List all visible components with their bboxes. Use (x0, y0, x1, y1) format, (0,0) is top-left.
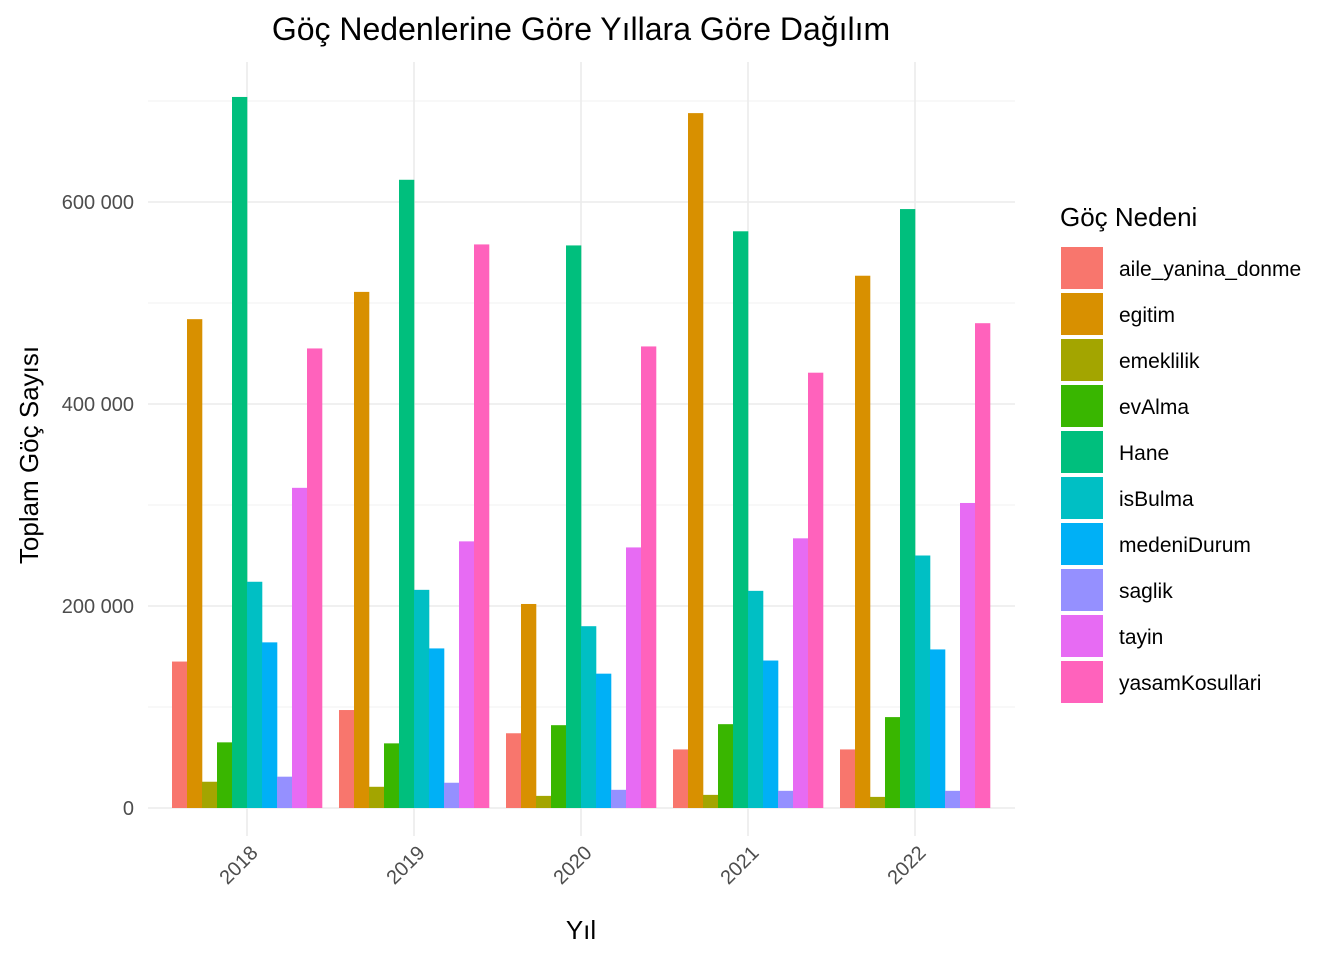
y-axis-ticks: 0 200 000 400 000 600 000 (62, 192, 134, 820)
bar-evAlma-2020 (551, 725, 567, 808)
bar-medeniDurum-2018 (262, 642, 278, 808)
bar-yasamKosullari-2021 (808, 372, 824, 808)
bar-aile_yanina_donme-2018 (172, 661, 188, 808)
bar-Hane-2021 (733, 231, 749, 809)
bar-tayin-2020 (626, 547, 642, 808)
x-tick-label: 2019 (383, 842, 430, 889)
bar-saglik-2020 (611, 789, 627, 808)
legend-key-Hane (1061, 431, 1103, 473)
y-tick-label: 200 000 (62, 596, 134, 618)
bar-tayin-2019 (459, 541, 475, 808)
x-tick-label: 2020 (550, 842, 597, 889)
bar-emeklilik-2020 (536, 795, 552, 808)
bar-Hane-2020 (566, 245, 582, 808)
bar-saglik-2018 (277, 776, 293, 808)
bar-egitim-2021 (688, 113, 704, 809)
x-tick-label: 2021 (717, 842, 764, 889)
bar-Hane-2019 (399, 179, 415, 808)
legend-label: medeniDurum (1119, 534, 1251, 557)
legend-label: isBulma (1119, 488, 1194, 511)
bar-yasamKosullari-2018 (307, 348, 323, 808)
bar-saglik-2019 (444, 782, 460, 808)
bar-emeklilik-2022 (870, 796, 886, 808)
x-axis-title: Yıl (566, 915, 596, 945)
bar-aile_yanina_donme-2019 (339, 710, 355, 808)
legend-key-yasamKosullari (1061, 661, 1103, 703)
legend-key-evAlma (1061, 385, 1103, 427)
bar-isBulma-2019 (414, 589, 430, 808)
bar-yasamKosullari-2020 (641, 346, 657, 808)
y-tick-label: 400 000 (62, 394, 134, 416)
bar-egitim-2020 (521, 603, 537, 808)
bar-evAlma-2021 (718, 724, 734, 808)
bar-tayin-2018 (292, 487, 308, 808)
bar-evAlma-2019 (384, 743, 400, 808)
legend-label: saglik (1119, 580, 1173, 603)
x-tick-label: 2018 (216, 842, 263, 889)
legend-label: evAlma (1119, 396, 1189, 419)
bar-aile_yanina_donme-2022 (840, 749, 856, 808)
legend-label: tayin (1119, 626, 1163, 649)
legend-key-egitim (1061, 293, 1103, 335)
bar-egitim-2018 (187, 319, 203, 808)
bar-yasamKosullari-2022 (975, 323, 991, 808)
bar-egitim-2022 (855, 275, 871, 809)
y-tick-label: 0 (123, 798, 134, 820)
bar-aile_yanina_donme-2020 (506, 733, 522, 808)
legend-label: Hane (1119, 442, 1169, 465)
bar-medeniDurum-2021 (763, 660, 779, 808)
bar-emeklilik-2018 (202, 781, 218, 808)
chart-title: Göç Nedenlerine Göre Yıllara Göre Dağılı… (272, 11, 890, 47)
bar-isBulma-2020 (581, 626, 597, 808)
bar-medeniDurum-2022 (930, 649, 946, 808)
bar-egitim-2019 (354, 291, 370, 808)
bar-saglik-2021 (778, 790, 794, 808)
legend-key-aile_yanina_donme (1061, 247, 1103, 289)
bar-tayin-2021 (793, 538, 809, 808)
legend-title: Göç Nedeni (1060, 202, 1197, 232)
y-axis-title: Toplam Göç Sayısı (14, 346, 44, 564)
legend-key-saglik (1061, 569, 1103, 611)
y-tick-label: 600 000 (62, 192, 134, 214)
legend-label: yasamKosullari (1119, 672, 1261, 695)
bar-yasamKosullari-2019 (474, 244, 490, 809)
bars (172, 96, 991, 809)
legend-label: egitim (1119, 304, 1175, 327)
legend-key-medeniDurum (1061, 523, 1103, 565)
bar-isBulma-2018 (247, 581, 263, 808)
bar-tayin-2022 (960, 502, 976, 808)
bar-Hane-2018 (232, 96, 248, 808)
legend-label: aile_yanina_donme (1119, 258, 1301, 281)
legend-key-isBulma (1061, 477, 1103, 519)
bar-saglik-2022 (945, 790, 961, 808)
legend-key-tayin (1061, 615, 1103, 657)
legend-key-emeklilik (1061, 339, 1103, 381)
bar-medeniDurum-2019 (429, 648, 445, 808)
bar-emeklilik-2019 (369, 786, 385, 808)
bar-evAlma-2022 (885, 717, 901, 808)
bar-evAlma-2018 (217, 742, 233, 808)
legend-label: emeklilik (1119, 350, 1200, 373)
bar-isBulma-2022 (915, 555, 931, 808)
bar-isBulma-2021 (748, 590, 764, 808)
x-tick-label: 2022 (884, 842, 931, 889)
bar-medeniDurum-2020 (596, 673, 612, 808)
bar-emeklilik-2021 (703, 794, 719, 808)
bar-aile_yanina_donme-2021 (673, 749, 689, 808)
bar-Hane-2022 (900, 209, 916, 808)
x-axis-ticks: 2018 2019 2020 2021 2022 (216, 842, 931, 889)
